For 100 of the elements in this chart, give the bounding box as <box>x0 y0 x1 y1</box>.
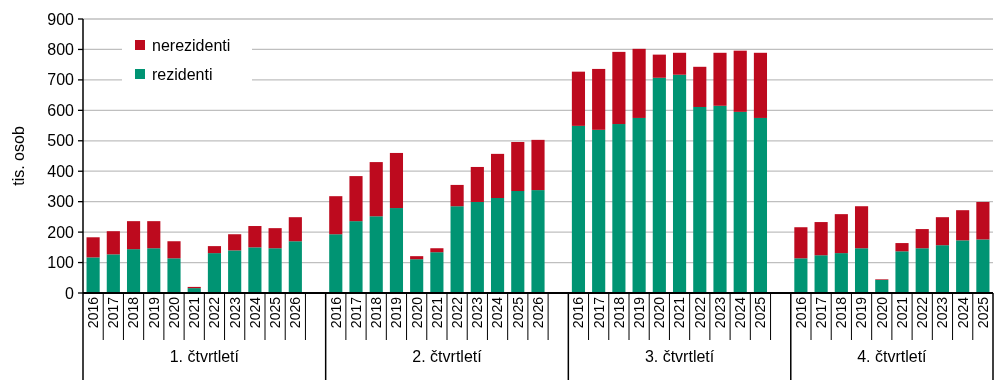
bar <box>389 152 404 209</box>
bar <box>167 241 181 259</box>
x-tick-label: 2025 <box>509 296 526 329</box>
x-tick-label: 2025 <box>267 296 284 329</box>
bar <box>268 248 282 293</box>
x-tick-label: 2021 <box>428 296 445 329</box>
x-tick-label: 2019 <box>631 296 648 329</box>
bar <box>86 257 100 293</box>
bar <box>571 125 586 293</box>
bar <box>288 241 302 293</box>
x-tick-label: 2018 <box>833 296 850 329</box>
bar <box>450 184 464 207</box>
bar <box>753 52 768 118</box>
legend-label: rezidenti <box>152 66 213 83</box>
bar <box>956 240 970 293</box>
bar <box>895 251 909 293</box>
x-tick-label: 2020 <box>873 296 890 329</box>
bar <box>956 210 970 241</box>
bar <box>713 105 727 293</box>
x-tick-label: 2018 <box>125 296 142 329</box>
bar <box>228 234 242 251</box>
bar <box>268 228 282 249</box>
x-tick-label: 2023 <box>711 296 728 329</box>
bar <box>834 253 848 293</box>
bar <box>329 234 343 293</box>
bar <box>86 237 100 258</box>
bar <box>430 252 444 293</box>
bar <box>672 74 687 293</box>
bar <box>490 198 505 293</box>
bar <box>632 117 646 293</box>
bar <box>349 221 363 293</box>
bar <box>207 246 222 254</box>
bar <box>612 124 626 293</box>
bar <box>167 258 181 293</box>
bar <box>490 153 505 199</box>
x-tick-label: 2019 <box>388 296 405 329</box>
bar <box>854 248 869 293</box>
x-tick-label: 2023 <box>469 296 486 329</box>
bar <box>106 254 120 293</box>
bar <box>875 279 889 293</box>
y-tick-label: 700 <box>47 71 75 89</box>
bar <box>652 77 666 293</box>
x-tick-label: 2024 <box>732 296 749 329</box>
x-tick-label: 2020 <box>408 296 425 329</box>
x-tick-label: 2022 <box>449 296 466 329</box>
bar <box>430 248 444 253</box>
bar <box>531 190 545 293</box>
bar <box>592 68 606 130</box>
bar <box>834 214 848 254</box>
legend-label: nerezidenti <box>152 37 231 54</box>
bar <box>794 258 808 293</box>
x-tick-label: 2021 <box>671 296 688 329</box>
bar <box>733 50 747 112</box>
x-tick-label: 2024 <box>246 296 263 329</box>
bar <box>733 111 747 293</box>
x-tick-label: 2018 <box>368 296 385 329</box>
bar <box>147 221 161 249</box>
bar <box>814 255 828 293</box>
bar <box>915 248 929 293</box>
bar <box>288 217 302 242</box>
y-tick-label: 400 <box>47 162 75 180</box>
x-tick-label: 2016 <box>570 296 587 329</box>
x-tick-label: 2026 <box>529 296 546 329</box>
y-tick-label: 900 <box>47 10 75 28</box>
x-tick-label: 2020 <box>651 296 668 329</box>
bar <box>753 117 768 293</box>
text: 2. čtvrtletí <box>412 348 483 365</box>
text: 4. čtvrtletí <box>857 348 928 365</box>
bar <box>814 222 828 256</box>
bar <box>410 259 424 293</box>
text: 3. čtvrtletí <box>644 348 715 365</box>
x-tick-label: 2018 <box>610 296 627 329</box>
bar <box>389 208 404 293</box>
bar <box>713 52 727 106</box>
bar <box>632 48 646 118</box>
bar <box>470 166 484 202</box>
bar <box>228 250 242 293</box>
x-tick-label: 2024 <box>954 296 971 329</box>
x-tick-label: 2019 <box>145 296 162 329</box>
x-tick-label: 2025 <box>752 296 769 329</box>
y-tick-label: 500 <box>47 132 75 150</box>
x-tick-label: 2021 <box>893 296 910 329</box>
y-tick-label: 100 <box>47 254 75 272</box>
bar <box>147 248 161 293</box>
bar <box>126 221 141 250</box>
bar <box>693 66 707 107</box>
x-tick-label: 2026 <box>287 296 304 329</box>
x-tick-label: 2017 <box>347 296 364 329</box>
bar <box>935 245 950 293</box>
bar <box>369 216 383 293</box>
x-tick-label: 2017 <box>590 296 607 329</box>
bar <box>349 176 363 222</box>
bar <box>106 231 120 255</box>
bar <box>895 243 909 252</box>
bar <box>794 227 808 259</box>
bar <box>450 206 464 293</box>
x-tick-label: 2016 <box>85 296 102 329</box>
bar <box>511 142 525 192</box>
x-tick-label: 2016 <box>327 296 344 329</box>
x-tick-label: 2023 <box>934 296 951 329</box>
